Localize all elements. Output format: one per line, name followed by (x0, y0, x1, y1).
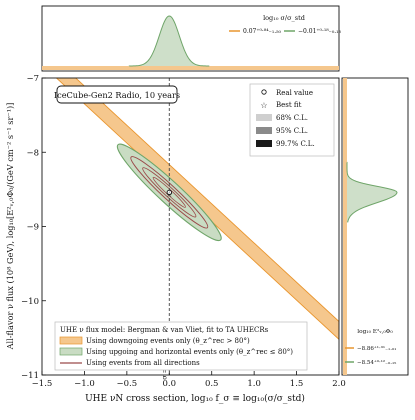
legend-95-swatch (256, 127, 272, 134)
top-legend-green-label: −0.01⁺⁰·¹⁸₋₀.₁₃ (298, 28, 342, 35)
legend-brown-label: Using events from all directions (86, 359, 200, 367)
legend-green-swatch (59, 347, 83, 356)
confidence-legend: Real value ☆ Best fit 68% C.L. 95% C.L. … (249, 83, 335, 157)
best-fit-marker: ☆ (166, 190, 173, 199)
right-green-distribution-fill (347, 162, 397, 223)
right-marginal-panel: log₁₀ E²ᵥ,₀Φ₀ −8.86⁺¹·³¹₋₁.₀₁ −8.54⁺⁰·¹²… (341, 77, 409, 376)
legend-green-label: Using upgoing and horizontal events only… (86, 348, 293, 356)
annotation-box (56, 85, 178, 104)
legend-95-label: 95% C.L. (276, 127, 308, 135)
x-tick-label: 1.5 (290, 379, 304, 389)
y-tick-label: −9 (26, 223, 39, 233)
x-tick-label: 0.5 (205, 379, 219, 389)
x-tick-label: 2.0 (332, 379, 346, 389)
y-tick-label: −11 (21, 371, 39, 381)
top-orange-strip (42, 66, 339, 70)
y-tick-label: −8 (26, 148, 39, 158)
y-axis-label: All-flavor ν flux (10⁸ GeV), log₁₀[E²ᵥ,₀… (5, 103, 15, 351)
legend-68-label: 68% C.L. (276, 114, 308, 122)
legend-best-fit-label: Best fit (276, 101, 302, 109)
main-panel: ☆ σ = σ_std IceCube-Gen2 Radio, 10 years… (5, 74, 346, 404)
brown-contour-all-mid (142, 167, 197, 218)
y-tick-label: −7 (26, 74, 39, 84)
x-tick-label: 0.0 (163, 379, 177, 389)
right-green-distribution-line (346, 162, 398, 223)
top-legend-orange-label: 0.07⁺⁰·⁸⁴₋₁.₅₀ (243, 28, 282, 35)
top-green-distribution-fill (129, 16, 210, 66)
top-legend-title: log₁₀ σ/σ_std (263, 14, 305, 22)
y-axis-ticks: −11 −10 −9 −8 −7 (21, 74, 46, 381)
right-legend-title: log₁₀ E²ᵥ,₀Φ₀ (357, 328, 393, 335)
x-tick-label: −1.5 (32, 379, 53, 389)
legend-best-fit-marker: ☆ (260, 101, 267, 110)
legend-997-label: 99.7% C.L. (276, 140, 315, 148)
legend-orange-label: Using downgoing events only (θ_z^rec > 8… (86, 337, 250, 345)
right-legend-orange-label: −8.86⁺¹·³¹₋₁.₀₁ (357, 345, 396, 352)
x-tick-label: −0.5 (117, 379, 138, 389)
legend-real-value-label: Real value (276, 89, 313, 97)
legend-real-value-marker (261, 89, 267, 95)
top-green-distribution-line (128, 15, 210, 67)
legend-68-swatch (256, 114, 272, 121)
y-tick-label: −10 (21, 297, 39, 307)
series-legend-title: UHE ν flux model: Bergman & van Vliet, f… (60, 326, 269, 334)
brown-contour-all-outer (130, 156, 209, 229)
top-marginal-panel: log₁₀ σ/σ_std 0.07⁺⁰·⁸⁴₋₁.₅₀ −0.01⁺⁰·¹⁸₋… (41, 5, 342, 72)
annotation-text: IceCube-Gen2 Radio, 10 years (54, 90, 180, 100)
x-axis-label: UHE νN cross section, log₁₀ f_σ ≡ log₁₀(… (85, 393, 305, 404)
right-orange-strip (343, 78, 347, 375)
x-axis-ticks: −1.5 −1.0 −0.5 0.0 0.5 1.0 1.5 2.0 (32, 371, 346, 389)
real-value-marker (166, 189, 172, 195)
right-panel-frame (341, 77, 409, 376)
series-legend-frame (54, 321, 308, 371)
x-tick-label: 1.0 (247, 379, 261, 389)
legend-997-swatch (256, 140, 272, 147)
series-legend: UHE ν flux model: Bergman & van Vliet, f… (54, 321, 308, 371)
top-panel-frame (41, 5, 340, 72)
x-tick-label: −1.0 (74, 379, 95, 389)
legend-orange-swatch (59, 336, 83, 345)
right-legend-green-label: −8.54⁺⁰·¹²₋₀.₁₅ (357, 359, 396, 366)
